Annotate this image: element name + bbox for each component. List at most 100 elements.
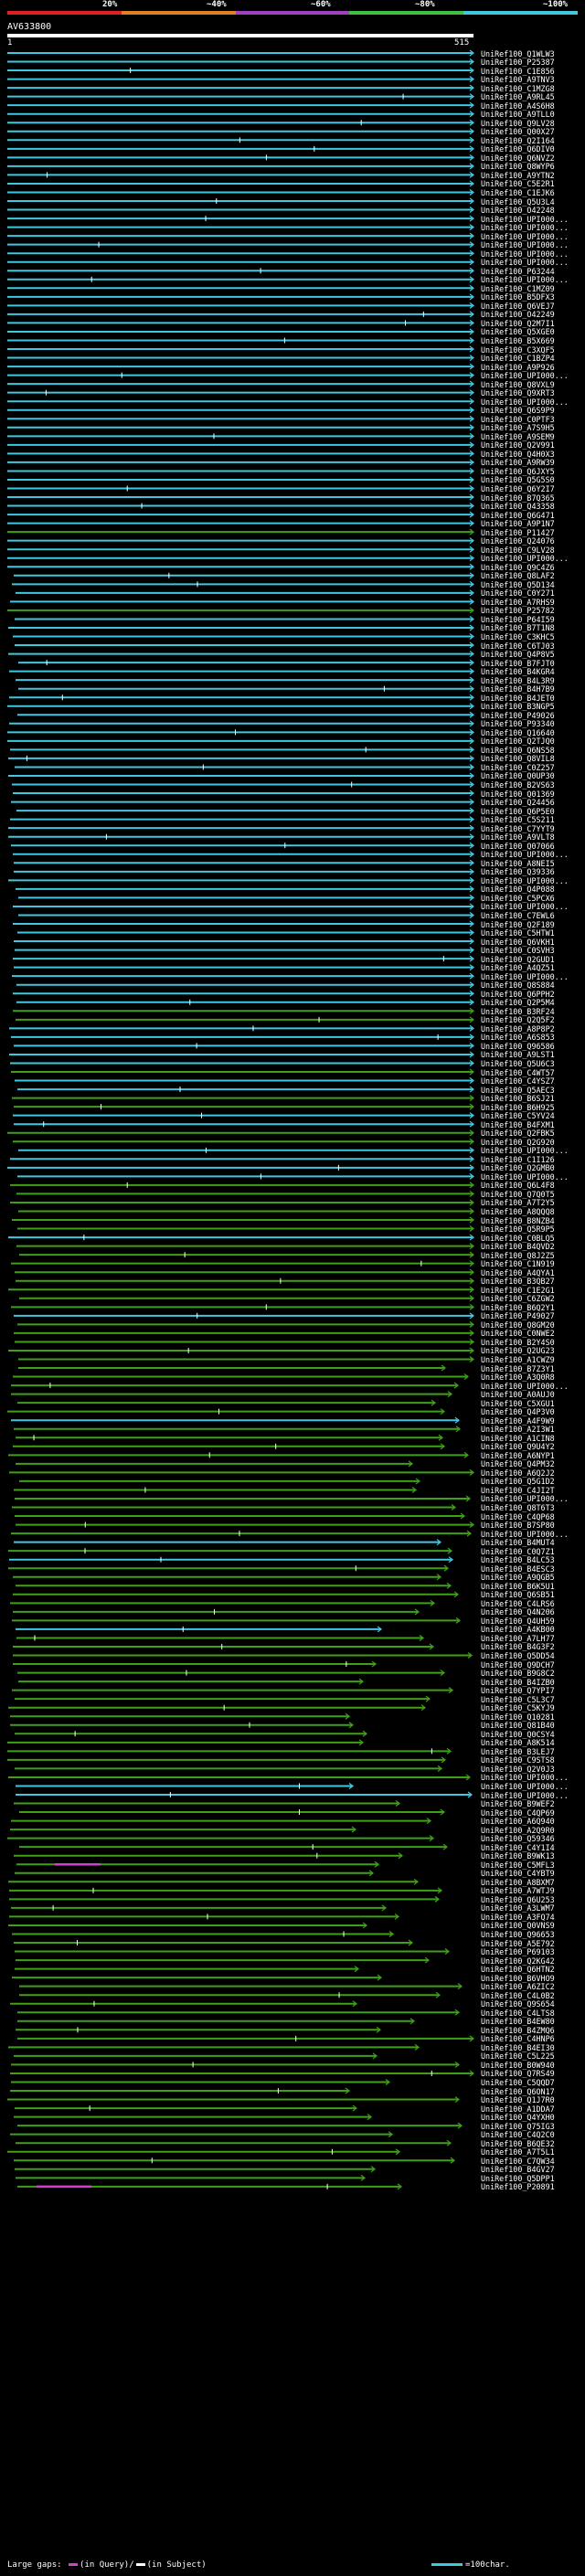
hit-label[interactable]: UniRef100_B6K5U1 <box>481 1581 555 1591</box>
hit-label[interactable]: UniRef100_A4KB00 <box>481 1625 555 1635</box>
hit-label[interactable]: UniRef100_Q4YXH0 <box>481 2113 555 2123</box>
hit-label[interactable]: UniRef100_A9RW39 <box>481 458 555 468</box>
hit-label[interactable]: UniRef100_Q01369 <box>481 789 555 799</box>
hit-label[interactable]: UniRef100_A3Q0R8 <box>481 1373 555 1383</box>
hit-label[interactable]: UniRef100_Q6L4F8 <box>481 1181 555 1191</box>
hit-label[interactable]: UniRef100_B4EI30 <box>481 2042 555 2052</box>
hit-label[interactable]: UniRef100_C4LRS6 <box>481 1598 555 1608</box>
hit-label[interactable]: UniRef100_C6ZGW2 <box>481 1294 555 1304</box>
hit-label[interactable]: UniRef100_B3QB27 <box>481 1277 555 1287</box>
hit-label[interactable]: UniRef100_Q5G5S0 <box>481 475 555 485</box>
hit-label[interactable]: UniRef100_C5E2R1 <box>481 179 555 189</box>
hit-label[interactable]: UniRef100_UPI000... <box>481 1146 569 1156</box>
hit-label[interactable]: UniRef100_A1CIN8 <box>481 1433 555 1443</box>
hit-label[interactable]: UniRef100_UPI000... <box>481 554 569 564</box>
hit-label[interactable]: UniRef100_Q6NVZ2 <box>481 153 555 163</box>
hit-label[interactable]: UniRef100_O42248 <box>481 206 555 216</box>
hit-label[interactable]: UniRef100_Q0VNS9 <box>481 1921 555 1931</box>
hit-label[interactable]: UniRef100_Q8VXL9 <box>481 379 555 389</box>
hit-label[interactable]: UniRef100_A6Q2J2 <box>481 1468 555 1478</box>
hit-label[interactable]: UniRef100_C1E2G1 <box>481 1285 555 1295</box>
hit-label[interactable]: UniRef100_B4GV27 <box>481 2165 555 2175</box>
hit-label[interactable]: UniRef100_C6TJ03 <box>481 641 555 651</box>
hit-label[interactable]: UniRef100_P25387 <box>481 58 555 68</box>
hit-label[interactable]: UniRef100_A7RHS9 <box>481 597 555 607</box>
hit-label[interactable]: UniRef100_Q5DD54 <box>481 1651 555 1661</box>
hit-label[interactable]: UniRef100_B6QE32 <box>481 2138 555 2148</box>
hit-label[interactable]: UniRef100_Q4P088 <box>481 885 555 895</box>
hit-label[interactable]: UniRef100_B9WK13 <box>481 1851 555 1861</box>
hit-label[interactable]: UniRef100_UPI000... <box>481 850 569 860</box>
hit-label[interactable]: UniRef100_A9YTN2 <box>481 170 555 180</box>
hit-label[interactable]: UniRef100_A9P926 <box>481 362 555 372</box>
hit-label[interactable]: UniRef100_Q9S654 <box>481 1999 555 2009</box>
hit-label[interactable]: UniRef100_C1I126 <box>481 1154 555 1164</box>
hit-label[interactable]: UniRef100_A7LH77 <box>481 1633 555 1643</box>
hit-label[interactable]: UniRef100_C5MFL3 <box>481 1860 555 1870</box>
hit-label[interactable]: UniRef100_C4YBT9 <box>481 1869 555 1879</box>
hit-label[interactable]: UniRef100_Q5U6C3 <box>481 1058 555 1068</box>
hit-label[interactable]: UniRef100_A8NEI5 <box>481 858 555 868</box>
hit-label[interactable]: UniRef100_A8P8P2 <box>481 1023 555 1034</box>
hit-label[interactable]: UniRef100_Q9DCH7 <box>481 1659 555 1670</box>
hit-label[interactable]: UniRef100_Q9U4Y2 <box>481 1442 555 1452</box>
hit-label[interactable]: UniRef100_A1DDA7 <box>481 2104 555 2114</box>
hit-label[interactable]: UniRef100_UPI000... <box>481 214 569 224</box>
hit-label[interactable]: UniRef100_UPI000... <box>481 1171 569 1182</box>
hit-label[interactable]: UniRef100_Q4PM32 <box>481 1459 555 1469</box>
hit-label[interactable]: UniRef100_Q2TJQ0 <box>481 737 555 747</box>
hit-label[interactable]: UniRef100_Q2I164 <box>481 135 555 145</box>
hit-label[interactable]: UniRef100_C7QW34 <box>481 2156 555 2166</box>
hit-label[interactable]: UniRef100_Q6ON17 <box>481 2086 555 2096</box>
hit-label[interactable]: UniRef100_P49027 <box>481 1311 555 1321</box>
hit-label[interactable]: UniRef100_Q96653 <box>481 1929 555 1939</box>
hit-label[interactable]: UniRef100_C0Q7Z1 <box>481 1546 555 1556</box>
hit-label[interactable]: UniRef100_Q8J2Z5 <box>481 1250 555 1260</box>
hit-label[interactable]: UniRef100_UPI000... <box>481 371 569 381</box>
hit-label[interactable]: UniRef100_Q7Q0T5 <box>481 1189 555 1199</box>
hit-label[interactable]: UniRef100_UPI000... <box>481 1773 569 1783</box>
hit-label[interactable]: UniRef100_Q6G471 <box>481 510 555 520</box>
hit-label[interactable]: UniRef100_UPI000... <box>481 258 569 268</box>
hit-label[interactable]: UniRef100_Q5DPP1 <box>481 2173 555 2183</box>
hit-label[interactable]: UniRef100_Q4H0X3 <box>481 449 555 459</box>
hit-label[interactable]: UniRef100_Q6JXY5 <box>481 466 555 476</box>
hit-label[interactable]: UniRef100_Q5XGE0 <box>481 327 555 337</box>
hit-label[interactable]: UniRef100_C4L0B2 <box>481 1990 555 2000</box>
hit-label[interactable]: UniRef100_C0SVH3 <box>481 946 555 956</box>
hit-label[interactable]: UniRef100_C5KYJ9 <box>481 1703 555 1713</box>
hit-label[interactable]: UniRef100_Q4UH59 <box>481 1616 555 1626</box>
hit-label[interactable]: UniRef100_Q2G920 <box>481 1137 555 1147</box>
hit-label[interactable]: UniRef100_B9G8C2 <box>481 1669 555 1679</box>
hit-label[interactable]: UniRef100_Q1WLW3 <box>481 48 555 58</box>
hit-label[interactable]: UniRef100_Q6VKH1 <box>481 937 555 947</box>
hit-label[interactable]: UniRef100_UPI000... <box>481 971 569 981</box>
hit-label[interactable]: UniRef100_Q6VEJ7 <box>481 301 555 311</box>
hit-label[interactable]: UniRef100_Q7RS49 <box>481 2069 555 2079</box>
hit-label[interactable]: UniRef100_UPI000... <box>481 875 569 885</box>
hit-label[interactable]: UniRef100_A4QZ51 <box>481 963 555 973</box>
hit-label[interactable]: UniRef100_UPI000... <box>481 249 569 259</box>
hit-label[interactable]: UniRef100_C5L3C7 <box>481 1694 555 1704</box>
hit-label[interactable]: UniRef100_Q2GUD1 <box>481 954 555 964</box>
hit-label[interactable]: UniRef100_B4IZB0 <box>481 1677 555 1687</box>
hit-label[interactable]: UniRef100_B7Z3Y1 <box>481 1363 555 1373</box>
hit-label[interactable]: UniRef100_Q9XRT3 <box>481 388 555 398</box>
hit-label[interactable]: UniRef100_A9SEM9 <box>481 431 555 441</box>
hit-label[interactable]: UniRef100_C4LTS8 <box>481 2008 555 2018</box>
hit-label[interactable]: UniRef100_A7T5L1 <box>481 2147 555 2157</box>
hit-label[interactable]: UniRef100_B4FXM1 <box>481 1119 555 1129</box>
hit-label[interactable]: UniRef100_B4LC53 <box>481 1555 555 1565</box>
hit-label[interactable]: UniRef100_B9WEF2 <box>481 1799 555 1809</box>
hit-label[interactable]: UniRef100_A6ZIC2 <box>481 1982 555 1992</box>
hit-label[interactable]: UniRef100_UPI000... <box>481 902 569 912</box>
hit-label[interactable]: UniRef100_B5X669 <box>481 335 555 345</box>
hit-label[interactable]: UniRef100_Q6P5E0 <box>481 806 555 816</box>
hit-label[interactable]: UniRef100_Q16640 <box>481 727 555 737</box>
hit-label[interactable]: UniRef100_Q9C4Z6 <box>481 562 555 572</box>
hit-label[interactable]: UniRef100_C4WT57 <box>481 1067 555 1077</box>
hit-label[interactable]: UniRef100_C0PTF3 <box>481 414 555 424</box>
hit-label[interactable]: UniRef100_Q6PPH2 <box>481 989 555 999</box>
hit-label[interactable]: UniRef100_C0BLQ5 <box>481 1233 555 1243</box>
hit-label[interactable]: UniRef100_C1E856 <box>481 66 555 76</box>
